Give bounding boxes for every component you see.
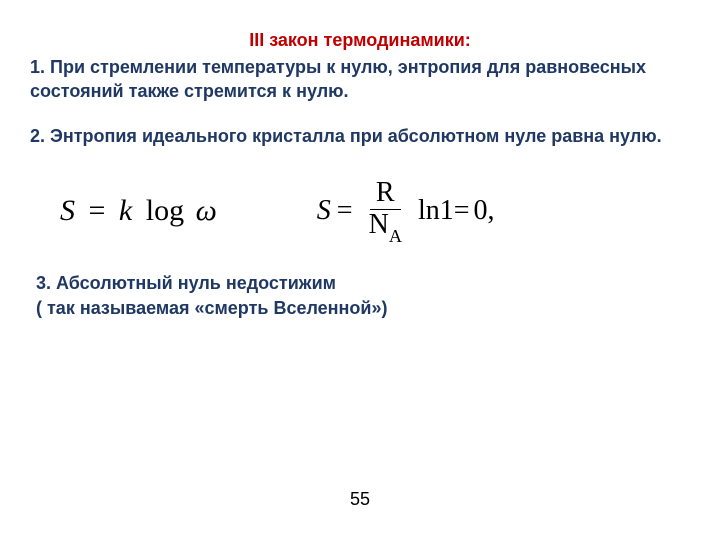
f1-log: log: [146, 194, 184, 227]
f2-ln: ln: [418, 195, 440, 227]
slide-content: III закон термодинамики: 1. При стремлен…: [0, 0, 720, 320]
f2-fraction: R NA: [363, 178, 408, 243]
slide-title: III закон термодинамики:: [30, 30, 690, 51]
f1-k: k: [119, 194, 132, 227]
f1-eq: =: [89, 194, 106, 227]
f2-zero: 0: [474, 195, 488, 227]
f1-lhs: S: [60, 194, 75, 227]
f2-comma: ,: [488, 195, 495, 227]
page-number: 55: [0, 489, 720, 510]
f2-eq1: =: [337, 195, 353, 227]
formula-row: S = k log ω S = R NA ln1 = 0,: [30, 168, 690, 263]
formula-boltzmann: S = k log ω: [60, 194, 217, 228]
paragraph-3: 3. Абсолютный нуль недостижим ( так назы…: [36, 271, 690, 320]
f2-numerator: R: [370, 178, 401, 210]
f2-den-base: N: [369, 209, 389, 240]
f2-arg: 1: [440, 195, 454, 227]
paragraph-2: 2. Энтропия идеального кристалла при абс…: [30, 124, 690, 148]
f2-den-sub: A: [389, 226, 402, 246]
paragraph-1: 1. При стремлении температуры к нулю, эн…: [30, 55, 690, 104]
f2-lhs: S: [317, 195, 331, 227]
f1-omega: ω: [196, 194, 217, 227]
formula-entropy-zero: S = R NA ln1 = 0,: [317, 178, 495, 243]
f2-denominator: NA: [363, 210, 408, 244]
f2-eq2: =: [454, 195, 470, 227]
para3-line1: 3. Абсолютный нуль недостижим: [36, 271, 690, 295]
para3-line2: ( так называемая «смерть Вселенной»): [36, 296, 690, 320]
